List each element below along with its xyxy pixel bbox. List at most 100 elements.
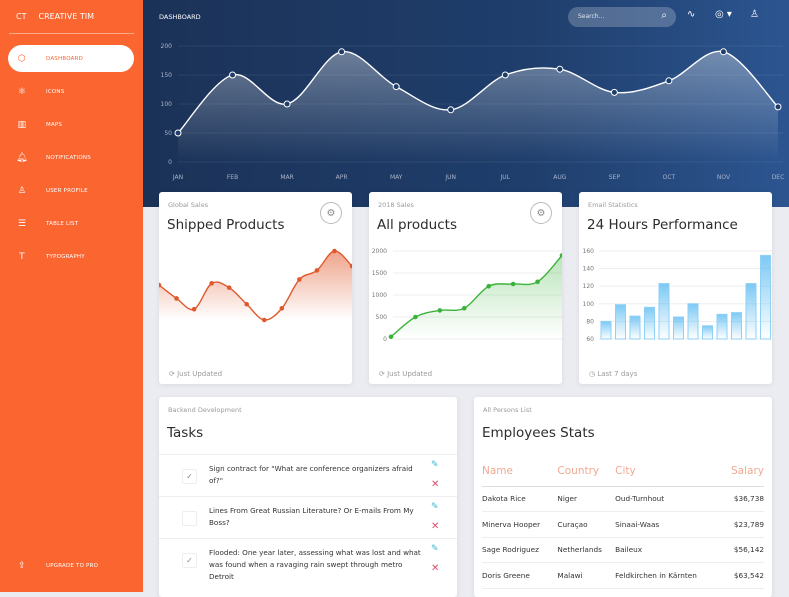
table-cell: Baileux bbox=[615, 537, 722, 563]
column-header[interactable]: Country bbox=[557, 457, 616, 487]
y-tick-label: 60 bbox=[586, 336, 594, 343]
user-icon[interactable]: ♙ bbox=[750, 9, 759, 20]
sidebar: CT CREATIVE TIM ⬡ DASHBOARD ⚛ ICONS ▥ MAPS 🔔︎ NO… bbox=[0, 0, 143, 592]
card-category: 2018 Sales bbox=[378, 201, 414, 209]
sidebar-item-icons[interactable]: ⚛ ICONS bbox=[8, 78, 134, 105]
sidebar-item-table-list[interactable]: ☰ TABLE LIST bbox=[8, 210, 134, 237]
edit-icon[interactable]: ✎ bbox=[431, 460, 439, 470]
sidebar-item-label: TYPOGRAPHY bbox=[46, 253, 85, 260]
data-point bbox=[279, 306, 285, 311]
search-input[interactable]: Search... ⌕ bbox=[568, 7, 676, 27]
data-point bbox=[437, 308, 443, 313]
employees-table: Name Country City Salary Dakota Rice Niger Oud… bbox=[482, 457, 764, 589]
bar bbox=[658, 283, 670, 340]
sidebar-item-dashboard[interactable]: ⬡ DASHBOARD bbox=[8, 45, 134, 72]
table-cell: Feldkirchen in Kärnten bbox=[615, 562, 722, 589]
column-header[interactable]: Salary bbox=[721, 457, 764, 487]
edit-icon[interactable]: ✎ bbox=[431, 544, 439, 554]
bar bbox=[745, 283, 757, 340]
search-placeholder: Search... bbox=[578, 13, 605, 20]
gear-icon[interactable]: ⚙ bbox=[320, 202, 342, 224]
y-tick-label: 200 bbox=[161, 43, 173, 50]
data-point bbox=[388, 334, 394, 340]
shipped-products-chart bbox=[159, 248, 352, 323]
x-tick-label: OCT bbox=[663, 174, 676, 181]
data-point bbox=[719, 48, 727, 56]
table-row: Dakota Rice Niger Oud-Turnhout $36,738 bbox=[482, 486, 764, 512]
brand-short: CT bbox=[16, 12, 27, 21]
task-row: ✓ Sign contract for "What are conference … bbox=[159, 454, 457, 496]
data-point bbox=[774, 103, 782, 111]
table-cell: $56,142 bbox=[721, 537, 764, 563]
brand[interactable]: CT CREATIVE TIM bbox=[16, 12, 94, 21]
edit-icon[interactable]: ✎ bbox=[431, 502, 439, 512]
sidebar-item-maps[interactable]: ▥ MAPS bbox=[8, 111, 134, 138]
x-tick-label: FEB bbox=[227, 174, 238, 181]
column-header[interactable]: Name bbox=[482, 457, 558, 487]
upgrade-to-pro[interactable]: ⇪ UPGRADE TO PRO bbox=[8, 552, 134, 579]
card-footer: ⟳ Just Updated bbox=[379, 370, 433, 378]
data-point bbox=[174, 296, 179, 301]
bar bbox=[673, 316, 684, 340]
y-tick-label: 160 bbox=[583, 248, 595, 255]
table-cell: Minerva Hooper bbox=[482, 511, 558, 538]
task-row: ✓ Flooded: One year later, assessing what… bbox=[159, 538, 457, 581]
table-cell: Sage Rodriguez bbox=[482, 537, 558, 563]
gear-icon[interactable]: ⚙ bbox=[530, 202, 552, 224]
card-category: Email Statistics bbox=[588, 201, 638, 209]
data-point bbox=[226, 285, 232, 290]
footer-text: Last 7 days bbox=[597, 370, 638, 378]
shipped-products-card: Global Sales Shipped Products ⚙ ⟳ Just U… bbox=[159, 192, 352, 384]
task-checkbox[interactable]: ✓ bbox=[182, 553, 197, 568]
card-title: Tasks bbox=[167, 425, 204, 441]
data-point bbox=[209, 281, 214, 286]
user-icon: ♙ bbox=[17, 185, 27, 196]
globe-menu-icon[interactable]: ◎ ▾ bbox=[715, 9, 732, 20]
sidebar-item-user-profile[interactable]: ♙ USER PROFILE bbox=[8, 177, 134, 204]
data-point bbox=[261, 317, 267, 323]
data-point bbox=[174, 129, 182, 137]
table-cell: Oud-Turnhout bbox=[615, 486, 722, 512]
card-footer: ◷ Last 7 days bbox=[589, 370, 638, 378]
divider bbox=[9, 33, 134, 34]
table-cell: $36,738 bbox=[721, 486, 764, 512]
y-tick-label: 0 bbox=[383, 336, 387, 343]
remove-icon[interactable]: ✕ bbox=[431, 521, 440, 532]
upgrade-label: UPGRADE TO PRO bbox=[46, 562, 99, 569]
activity-icon[interactable]: ∿ bbox=[687, 9, 696, 20]
card-title: All products bbox=[377, 217, 457, 233]
bar bbox=[600, 320, 612, 340]
sidebar-item-typography[interactable]: T TYPOGRAPHY bbox=[8, 243, 134, 270]
x-tick-label: MAR bbox=[280, 174, 293, 181]
remove-icon[interactable]: ✕ bbox=[431, 563, 440, 574]
main-line-chart: 0 50 100 150 200 JAN FEB MAR APR MAY JUN JUL AUG SEP O… bbox=[161, 43, 785, 181]
column-header[interactable]: City bbox=[615, 457, 722, 487]
footer-text: Just Updated bbox=[177, 370, 223, 378]
data-point bbox=[447, 106, 455, 114]
table-cell: Sinaai-Waas bbox=[615, 511, 722, 538]
brand-name: CREATIVE TIM bbox=[38, 12, 94, 21]
page-title: DASHBOARD bbox=[159, 13, 201, 21]
y-tick-label: 2000 bbox=[372, 248, 387, 255]
task-text: Flooded: One year later, assessing what … bbox=[209, 548, 421, 581]
card-category: Backend Development bbox=[168, 406, 242, 414]
bar bbox=[644, 306, 655, 340]
bar bbox=[731, 312, 742, 340]
y-tick-label: 500 bbox=[376, 314, 388, 321]
x-tick-label: SEP bbox=[609, 174, 621, 181]
data-point bbox=[665, 77, 673, 85]
remove-icon[interactable]: ✕ bbox=[431, 479, 440, 490]
task-checkbox[interactable]: ✓ bbox=[182, 469, 197, 484]
x-tick-label: MAY bbox=[390, 174, 403, 181]
task-checkbox[interactable] bbox=[182, 511, 197, 526]
card-category: Global Sales bbox=[168, 201, 209, 209]
area-fill bbox=[159, 250, 352, 321]
data-point bbox=[229, 71, 237, 79]
table-cell: $23,789 bbox=[721, 511, 764, 538]
sidebar-item-notifications[interactable]: 🔔︎ NOTIFICATIONS bbox=[8, 144, 134, 171]
all-products-chart: 0 500 1000 1500 2000 bbox=[372, 248, 562, 343]
search-icon[interactable]: ⌕ bbox=[661, 10, 667, 21]
header-panel: DASHBOARD Search... ⌕ ∿ ◎ ▾ ♙ 0 50 100 150 20… bbox=[143, 0, 789, 207]
data-point bbox=[559, 253, 562, 258]
y-tick-label: 150 bbox=[161, 72, 173, 79]
